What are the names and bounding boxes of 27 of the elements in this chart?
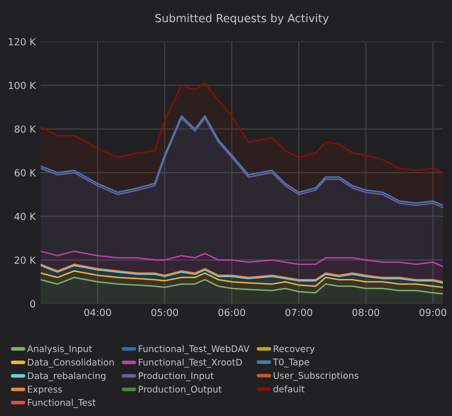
legend-label: Functional_Test_WebDAV xyxy=(138,345,250,354)
y-tick-label: 40 K xyxy=(14,212,36,220)
legend-label: Functional_Test_XrootD xyxy=(138,358,242,368)
x-tick-label: 09:00 xyxy=(420,308,446,316)
x-tick-label: 07:00 xyxy=(285,308,312,316)
legend-label: User_Subscriptions xyxy=(274,372,358,381)
x-tick-label: 04:00 xyxy=(84,308,112,316)
y-tick-label: 100 K xyxy=(8,82,36,90)
legend-label: Analysis_Input xyxy=(27,345,92,354)
legend-label: Data_Consolidation xyxy=(28,358,114,368)
chart-title: Submitted Requests by Activity xyxy=(155,14,329,24)
y-tick-label: 0 xyxy=(30,300,36,308)
legend-label: Data_rebalancing xyxy=(28,372,106,382)
x-tick-label: 05:00 xyxy=(151,308,178,316)
legend-label: default xyxy=(273,385,304,392)
legend-label: Functional_Test xyxy=(28,398,96,408)
legend-label: Production_Output xyxy=(138,386,222,395)
legend-label: T0_Tape xyxy=(272,358,310,368)
y-tick-label: 60 K xyxy=(14,169,36,176)
y-tick-label: 120 K xyxy=(8,38,36,46)
x-tick-label: 08:00 xyxy=(352,308,380,316)
y-tick-label: 20 K xyxy=(14,256,36,264)
legend-label: Recovery xyxy=(274,345,315,354)
legend-label: Production_Input xyxy=(138,372,214,382)
x-tick-label: 06:00 xyxy=(218,308,246,316)
legend-label: Express xyxy=(28,386,62,394)
y-tick-label: 80 K xyxy=(14,125,36,133)
